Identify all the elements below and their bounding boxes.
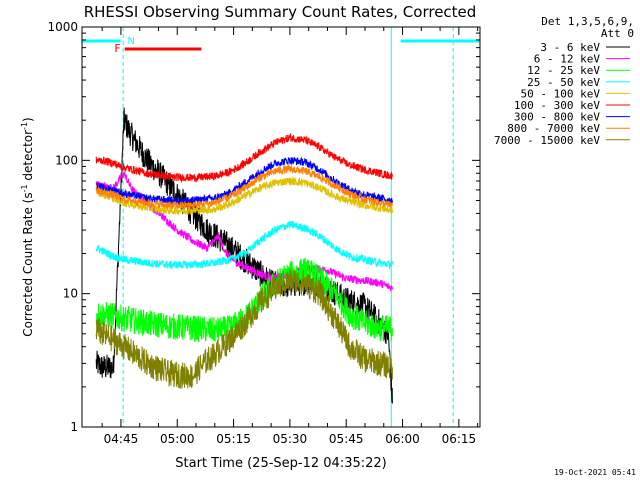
legend-label-12-25-kev: 12 - 25 keV bbox=[527, 64, 600, 77]
flare-flag-label: F bbox=[114, 42, 120, 55]
series-line-7000-15000-kev bbox=[95, 268, 393, 389]
y-tick-label-1000: 1000 bbox=[47, 20, 78, 34]
generation-timestamp: 19-Oct-2021 05:41 bbox=[554, 468, 636, 477]
legend-header-line-1: Det 1,3,5,6,9, bbox=[541, 15, 634, 28]
plot-frame bbox=[81, 26, 481, 428]
series-line-800-7000-kev bbox=[95, 163, 393, 210]
legend-header-line-2: Att 0 bbox=[601, 27, 634, 40]
x-axis: 04:45 05:00 05:15 05:30 05:45 06:00 06:15 bbox=[101, 27, 479, 446]
legend-label-6-12-kev: 6 - 12 keV bbox=[534, 53, 601, 66]
series-line-100-300-kev bbox=[95, 132, 393, 184]
y-axis: 1 10 100 1000 bbox=[47, 20, 480, 434]
legend-label-300-800-kev: 300 - 800 keV bbox=[514, 111, 600, 124]
series-line-50-100-kev bbox=[95, 175, 393, 216]
x-tick-label-0445: 04:45 bbox=[104, 432, 139, 446]
y-tick-label-1: 1 bbox=[70, 420, 78, 434]
x-tick-label-0515: 05:15 bbox=[216, 432, 251, 446]
x-tick-label-0615: 06:15 bbox=[442, 432, 477, 446]
series-line-300-800-kev bbox=[95, 156, 393, 205]
legend-label-7000-15000-kev: 7000 - 15000 keV bbox=[494, 134, 600, 147]
series-lines bbox=[95, 107, 393, 404]
legend-label-800-7000-kev: 800 - 7000 keV bbox=[507, 122, 600, 135]
series-line-3-6-kev bbox=[95, 107, 393, 404]
y-tick-label-10: 10 bbox=[63, 287, 78, 301]
y-tick-label-100: 100 bbox=[55, 153, 78, 167]
legend-label-25-50-kev: 25 - 50 keV bbox=[527, 76, 600, 89]
legend-label-3-6-kev: 3 - 6 keV bbox=[540, 41, 600, 54]
x-tick-label-0530: 05:30 bbox=[273, 432, 308, 446]
x-axis-label: Start Time (25-Sep-12 04:35:22) bbox=[175, 456, 386, 471]
night-marker-label: N bbox=[127, 36, 134, 47]
chart-title: RHESSI Observing Summary Count Rates, Co… bbox=[84, 3, 477, 21]
legend-label-50-100-kev: 50 - 100 keV bbox=[521, 87, 601, 100]
x-tick-label-0600: 06:00 bbox=[385, 432, 420, 446]
legend-label-100-300-kev: 100 - 300 keV bbox=[514, 99, 600, 112]
x-tick-label-0500: 05:00 bbox=[160, 432, 195, 446]
y-axis-label: Corrected Count Rate (s-1 detector-1) bbox=[20, 117, 35, 336]
x-tick-label-0545: 05:45 bbox=[329, 432, 364, 446]
series-line-25-50-kev bbox=[95, 220, 393, 270]
